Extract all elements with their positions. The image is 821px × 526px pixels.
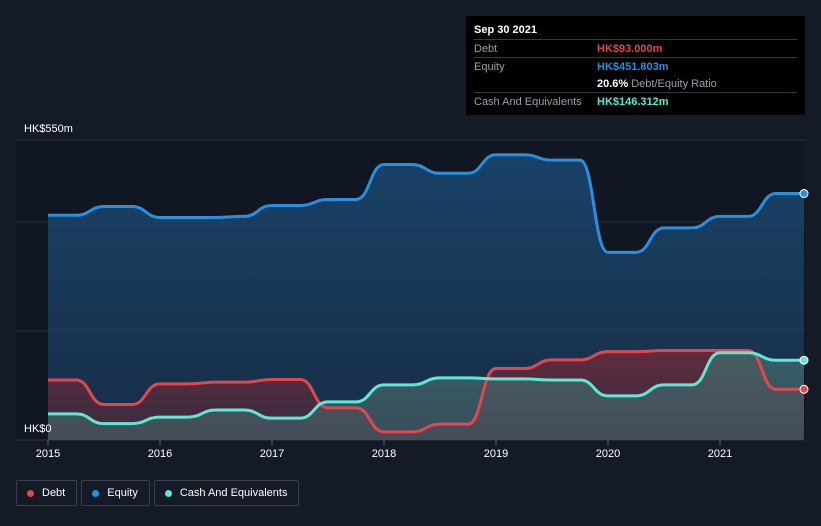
legend-debt-toggle[interactable]: Debt	[16, 480, 78, 506]
tooltip-ratio-value: 20.6%	[597, 78, 629, 90]
tooltip-ratio-label: Debt/Equity Ratio	[631, 78, 717, 90]
legend-cash-toggle[interactable]: Cash And Equivalents	[153, 480, 300, 506]
equity-dot-icon	[92, 489, 100, 497]
tooltip-equity-value: HK$451.803m	[597, 61, 669, 73]
debt-dot-icon	[27, 489, 34, 497]
tooltip-cash-row: Cash And Equivalents HK$146.312m	[474, 92, 797, 110]
tooltip-cash-value: HK$146.312m	[597, 96, 669, 108]
y-tick-label-bottom: HK$0	[24, 423, 52, 435]
series-areas	[48, 154, 804, 440]
x-tick-label-2019: 2019	[484, 448, 508, 460]
tooltip-debt-label: Debt	[474, 43, 498, 55]
equity-line	[47, 153, 804, 254]
x-tick-label-2015: 2015	[36, 448, 60, 460]
cash-dot-icon	[164, 489, 172, 497]
tooltip-date: Sep 30 2021	[474, 24, 537, 36]
equity-end-point	[799, 189, 809, 199]
x-tick-label-2021: 2021	[708, 448, 732, 460]
debt-line	[47, 349, 804, 434]
tooltip-ratio-spacer	[474, 76, 597, 92]
tooltip-debt-row: Debt HK$93.000m	[474, 39, 797, 57]
x-tick-label-2016: 2016	[148, 448, 172, 460]
tooltip-equity-row: Equity HK$451.803m	[474, 57, 797, 75]
legend-debt-label: Debt	[42, 487, 66, 499]
y-tick-label-top: HK$550m	[24, 123, 73, 135]
x-tick-label-2017: 2017	[260, 448, 284, 460]
tooltip-cash-label: Cash And Equivalents	[474, 96, 582, 108]
x-tick-label-2018: 2018	[372, 448, 396, 460]
cash-line	[48, 351, 804, 426]
debt-end-point	[799, 384, 809, 394]
tooltip-debt-value: HK$93.000m	[597, 43, 663, 55]
chart-legend: Debt Equity Cash And Equivalents	[16, 480, 300, 506]
legend-equity-toggle[interactable]: Equity	[81, 480, 150, 506]
x-tick-label-2020: 2020	[596, 448, 620, 460]
tooltip-equity-label: Equity	[474, 61, 505, 73]
series-lines	[47, 153, 804, 434]
legend-cash-label: Cash And Equivalents	[179, 487, 288, 499]
cash-area	[48, 352, 804, 440]
tooltip-ratio-row: 20.6% Debt/Equity Ratio	[474, 75, 797, 92]
data-tooltip: Sep 30 2021 Debt HK$93.000m Equity HK$45…	[466, 16, 805, 115]
legend-equity-label: Equity	[107, 487, 138, 499]
x-axis-ticks: 2015 2016 2017 2018 2019 2020 2021	[36, 440, 732, 460]
series-end-dots	[799, 189, 809, 394]
cash-end-point	[799, 355, 809, 365]
